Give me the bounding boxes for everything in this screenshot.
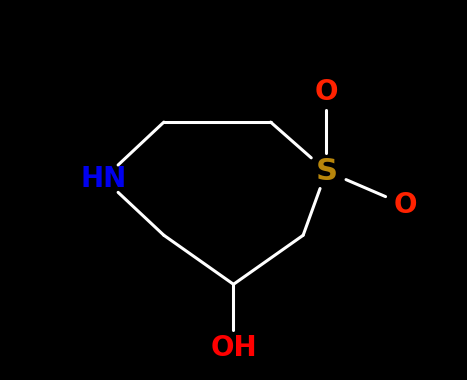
Text: HN: HN [80, 165, 127, 193]
Text: S: S [315, 157, 337, 186]
Text: O: O [315, 78, 338, 106]
Text: OH: OH [210, 334, 257, 363]
Text: O: O [394, 191, 417, 219]
